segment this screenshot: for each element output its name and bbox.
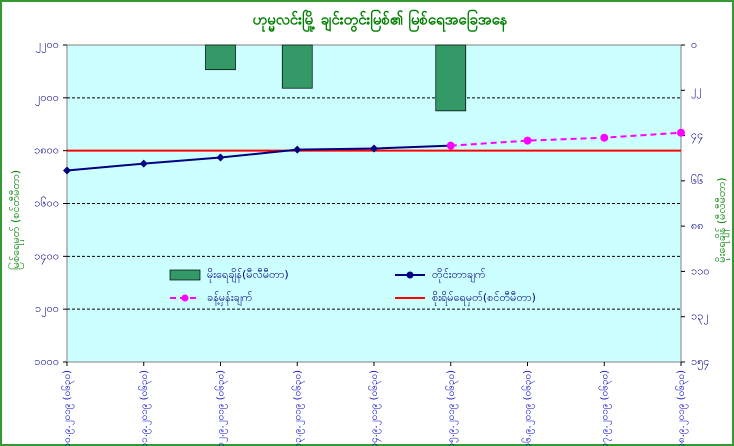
y-axis-title: မြစ်ရေမှတ် (စင်တီမီတာ) [8,170,24,270]
x-tick-label: ၁၀.၉.၂၀၁၉ (၀၆၃၀) [60,370,75,446]
point [600,133,609,142]
legend-label: ခန့်မှန်းချက် [207,291,253,306]
y2-tick-label: ၄၄ [691,129,703,144]
legend-label: စိုးရိမ်ရေမှတ်(စင်တီမီတာ) [432,291,536,306]
legend-marker [181,294,189,302]
y2-tick-label: ၁၅၄ [691,355,710,370]
x-tick-label: ၁၂.၉.၂၀၁၉ (၀၆၃၀) [214,370,229,446]
y-tick-label: ၁၆၀၀ [34,197,59,210]
y-tick-label: ၂၀၀၀ [35,91,59,106]
y-tick-label: ၁၂၀၀ [35,302,59,317]
y-tick-label: ၂၂၀၀ [36,38,59,53]
point [677,128,685,137]
y2-tick-label: ၆၆ [691,174,703,187]
legend-swatch [169,269,201,281]
x-tick-label: ၁၄.၉.၂၀၁၉ (၀၆၃၀) [367,370,382,446]
y-tick-label: ၁၈၀၀ [34,144,59,157]
legend-label: တိုင်းတာချက် [432,268,486,283]
x-tick-label: ၁၁.၉.၂၀၁၉ (၀၆၃၀) [137,370,152,446]
point [63,166,71,175]
x-tick-label: ၁၅.၉.၂၀၁၉ (၀၆၃၀) [444,370,459,446]
y2-tick-label: ၁၃၂ [691,310,709,325]
legend-label: မိုးရေချိန်(မီလီမီတာ) [207,268,289,283]
x-tick-label: ၁၇.၉.၂၀၁၉ (၀၆၃၀) [597,370,612,446]
point [216,153,225,162]
point [446,141,455,150]
point [293,145,302,154]
y2-tick-label: ၁၁၀ [691,264,710,277]
legend-marker [406,271,414,279]
point [139,159,148,168]
y2-tick-label: ၈၈ [691,219,704,232]
point [523,136,532,145]
x-tick-label: ၁၃.၉.၂၀၁၉ (၀၆၃၀) [290,370,305,446]
rain-bar [205,44,236,71]
y2-tick-label: ၂၂ [691,83,702,98]
level-line [450,131,682,147]
rain-bar [281,44,313,89]
rain-bar [435,44,467,112]
level-line [66,144,451,172]
y-tick-label: ၁၄၀၀ [34,249,59,264]
y-tick-label: ၁၀၀၀ [34,355,59,368]
y2-tick-label: ၀ [691,38,697,51]
y2-axis-title: မိုးရေချိန် (မီလီမီတာ) [715,177,730,262]
point [370,144,378,153]
x-tick-label: ၁၆.၉.၂၀၁၉ (၀၆၃၀) [521,370,536,446]
x-tick-label: ၁၈.၉.၂၀၁၉ (၀၆၃၀) [674,370,689,446]
